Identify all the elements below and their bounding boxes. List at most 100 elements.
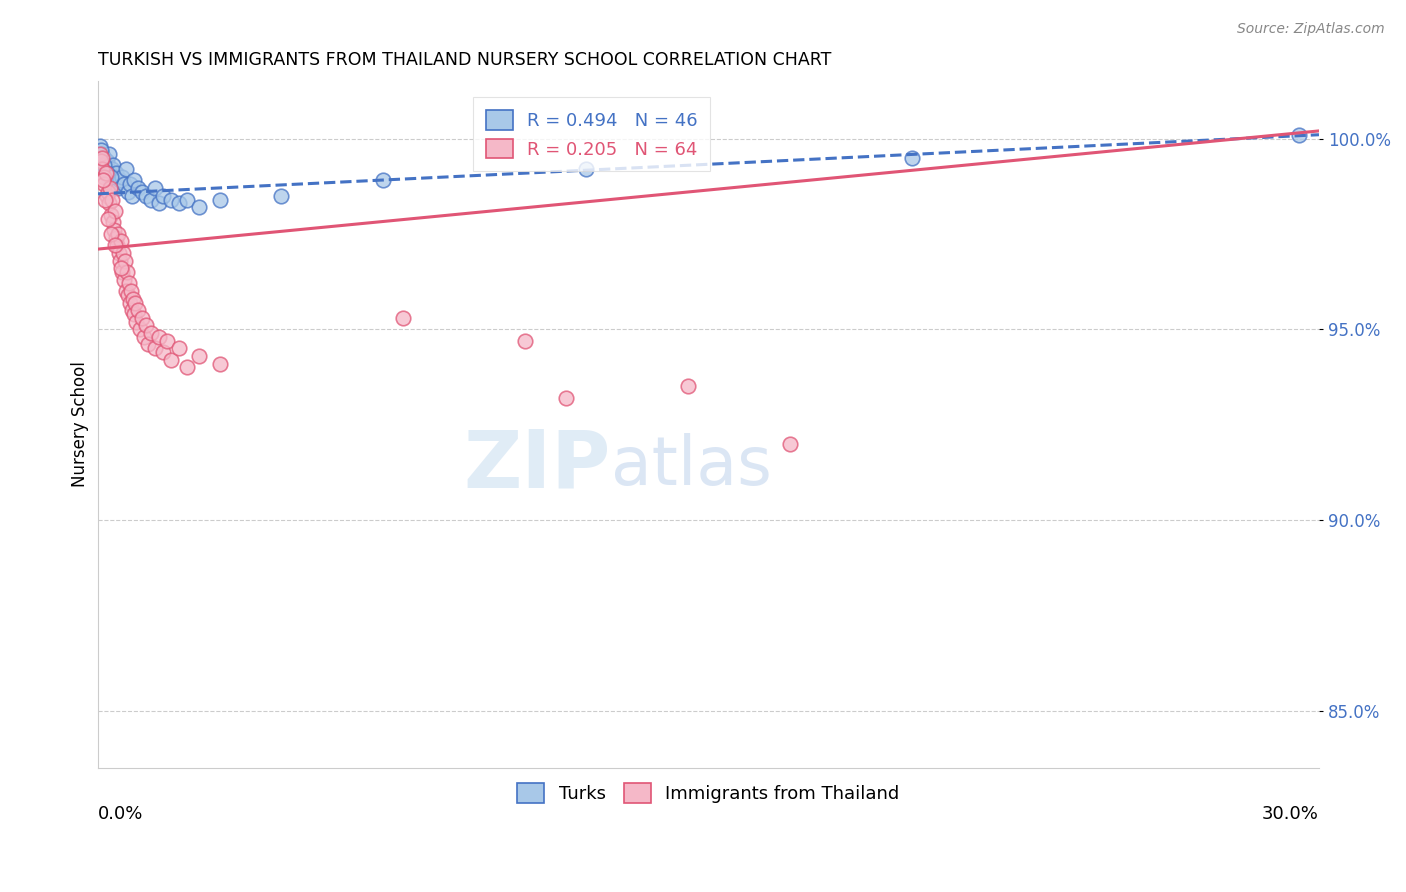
Point (100, 169, 122, 184)
Point (107, 227, 129, 241)
Point (176, 360, 198, 375)
Point (120, 295, 142, 310)
Point (105, 238, 128, 252)
Point (90, 154, 112, 169)
Legend: Turks, Immigrants from Thailand: Turks, Immigrants from Thailand (510, 776, 907, 810)
Point (139, 326, 162, 340)
Text: 0.0%: 0.0% (97, 805, 143, 823)
Text: Source: ZipAtlas.com: Source: ZipAtlas.com (1237, 22, 1385, 37)
Point (90, 146, 112, 161)
Point (104, 238, 127, 252)
Point (94, 193, 117, 207)
Point (120, 284, 142, 298)
Point (143, 181, 166, 195)
Point (127, 181, 149, 195)
Point (104, 178, 127, 192)
Point (97, 185, 120, 199)
Point (112, 178, 135, 192)
Point (96, 154, 118, 169)
Point (115, 284, 138, 298)
Point (101, 193, 124, 207)
Point (94, 166, 117, 180)
Text: TURKISH VS IMMIGRANTS FROM THAILAND NURSERY SCHOOL CORRELATION CHART: TURKISH VS IMMIGRANTS FROM THAILAND NURS… (97, 51, 831, 69)
Point (135, 188, 157, 202)
Point (131, 185, 153, 199)
Point (101, 162, 124, 177)
Point (392, 310, 415, 325)
Point (107, 246, 129, 260)
Point (152, 345, 174, 359)
Point (121, 303, 143, 318)
Point (131, 310, 153, 325)
Point (110, 261, 132, 276)
Point (129, 322, 152, 336)
Point (103, 223, 125, 237)
Point (98, 146, 121, 161)
Point (93, 178, 115, 192)
Point (108, 173, 131, 187)
Point (513, 334, 536, 348)
Point (91, 173, 114, 187)
Point (97, 211, 120, 226)
Point (98, 166, 121, 180)
Point (122, 292, 145, 306)
Point (93, 151, 115, 165)
Point (167, 341, 190, 355)
Point (122, 307, 145, 321)
Point (160, 352, 183, 367)
Point (107, 181, 129, 195)
Point (101, 158, 124, 172)
Point (676, 379, 699, 393)
Text: atlas: atlas (610, 433, 772, 499)
Point (93, 158, 115, 172)
Point (134, 330, 156, 344)
Point (100, 227, 122, 241)
Point (97, 169, 120, 184)
Point (89, 146, 111, 161)
Point (117, 288, 139, 302)
Point (98, 181, 121, 195)
Point (138, 337, 160, 351)
Point (103, 169, 125, 184)
Point (554, 391, 576, 405)
Point (111, 169, 134, 184)
Point (188, 200, 211, 214)
Point (152, 188, 174, 202)
Point (122, 173, 145, 187)
Point (93, 169, 115, 184)
Point (100, 208, 122, 222)
Point (104, 230, 127, 244)
Point (100, 173, 122, 187)
Point (208, 193, 231, 207)
Point (117, 185, 139, 199)
Point (104, 204, 127, 219)
Text: ZIP: ZIP (464, 426, 610, 505)
Point (94, 162, 117, 177)
Point (91, 154, 114, 169)
Point (94, 158, 117, 172)
Point (167, 196, 190, 211)
Point (371, 173, 394, 187)
Point (1288, 128, 1310, 142)
Point (112, 272, 135, 286)
Point (148, 330, 170, 344)
Point (90, 143, 112, 157)
Point (127, 303, 149, 318)
Point (575, 162, 598, 177)
Point (111, 265, 134, 279)
Point (176, 193, 198, 207)
Point (110, 235, 132, 249)
Point (160, 193, 183, 207)
Point (90, 162, 112, 177)
Point (91, 151, 114, 165)
Point (96, 188, 118, 202)
Point (118, 277, 141, 291)
Point (108, 253, 131, 268)
Y-axis label: Nursery School: Nursery School (72, 361, 89, 487)
Point (148, 196, 170, 211)
Point (96, 166, 118, 180)
Point (156, 334, 179, 348)
Point (114, 253, 136, 268)
Point (779, 436, 801, 450)
Point (121, 188, 143, 202)
